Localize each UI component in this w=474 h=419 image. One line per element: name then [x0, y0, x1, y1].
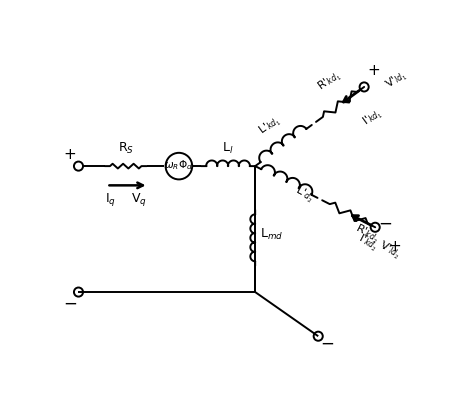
- Text: R$_S$: R$_S$: [118, 141, 134, 156]
- Text: L$_{md}$: L$_{md}$: [260, 227, 283, 242]
- Text: L$_l$: L$_l$: [222, 141, 234, 156]
- Text: +: +: [367, 63, 380, 78]
- Text: +: +: [388, 239, 401, 254]
- Text: −: −: [63, 294, 77, 312]
- Text: +: +: [64, 147, 76, 163]
- Text: V'$_{ld_1}$: V'$_{ld_1}$: [383, 68, 410, 93]
- Text: −: −: [379, 215, 392, 233]
- Text: I'$_{kd_1}$: I'$_{kd_1}$: [361, 106, 386, 130]
- Text: I$_q$: I$_q$: [105, 191, 116, 208]
- Text: $\omega_R\Phi_d$: $\omega_R\Phi_d$: [164, 158, 193, 172]
- Text: L'$_{kd_1}$: L'$_{kd_1}$: [256, 113, 284, 139]
- Text: −: −: [320, 334, 334, 352]
- Text: L'$_{d_2}$: L'$_{d_2}$: [292, 184, 316, 206]
- Text: R'$_{kd_2}$: R'$_{kd_2}$: [352, 222, 382, 246]
- Text: V$_q$: V$_q$: [131, 191, 147, 208]
- Text: R'$_{kd_1}$: R'$_{kd_1}$: [315, 67, 344, 95]
- Text: V'$_{ld_2}$: V'$_{ld_2}$: [376, 239, 403, 263]
- Text: I'$_{kd_2}$: I'$_{kd_2}$: [355, 232, 381, 255]
